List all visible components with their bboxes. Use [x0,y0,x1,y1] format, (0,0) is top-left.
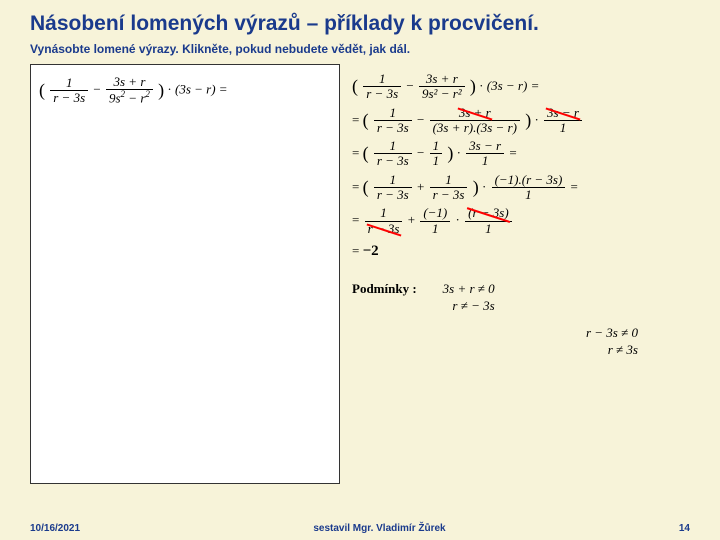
step-2: = ( 1r − 3s − 3s + r (3s + r).(3s − r) )… [352,106,678,136]
conditions-block-2: r − 3s ≠ 0 r ≠ 3s [352,325,678,359]
n: 3s − r [466,139,504,154]
footer-author: sestavil Mgr. Vladimír Žůrek [313,523,445,534]
frac-num: 1 [50,76,88,91]
step-3: = ( 1r − 3s − 11 ) · 3s − r1 = [352,139,678,169]
d: 1 [420,222,450,236]
strike: 3s + r [459,106,491,120]
minus: − [406,78,413,93]
page-subtitle: Vynásobte lomené výrazy. Klikněte, pokud… [30,42,690,56]
content-row: ( 1 r − 3s − 3s + r 9s2 − r2 ) · (3s − r… [30,64,690,484]
left-expression: ( 1 r − 3s − 3s + r 9s2 − r2 ) · (3s − r… [39,75,331,106]
dot: · [457,145,461,160]
n: 3s − r [544,106,582,121]
frac-num: 3s + r [106,75,153,90]
n: 1 [374,173,412,188]
minus: − [417,145,424,160]
n: (r − 3s) [465,206,512,221]
minus: − [417,111,424,126]
d: 1 [544,121,582,135]
n: (−1) [420,206,450,221]
eq: = [352,111,359,126]
strike: r − 3s [368,222,400,236]
n: 1 [374,139,412,154]
d: r − 3s [430,188,468,202]
txt: − r [125,91,145,106]
step-1: ( 1r − 3s − 3s + r9s² − r² ) · (3s − r) … [352,72,678,102]
n: 3s + r [419,72,465,87]
dot: · [534,111,538,126]
n: 3s + r [430,106,520,121]
conditions-block: Podmínky : 3s + r ≠ 0 r ≠ − 3s [352,281,678,315]
d: 1 [492,188,566,202]
d: (3s + r).(3s − r) [430,121,520,135]
txt: 9s [109,91,121,106]
eq: = [352,212,359,227]
dot: · [482,179,486,194]
dot: · [456,212,460,227]
eq: = [571,179,578,194]
dot: · [479,78,483,93]
eq: = [352,179,359,194]
d: r − 3s [374,121,412,135]
strike: (r − 3s) [468,206,509,220]
sup: 2 [145,89,150,99]
dot: · [167,81,171,96]
d: 1 [465,222,512,236]
d: r − 3s [374,154,412,168]
footer-page: 14 [679,523,690,534]
footer-date: 10/16/2021 [30,523,80,534]
d: 1 [430,154,443,168]
cond-2b: r ≠ 3s [608,342,638,357]
minus: − [93,81,100,96]
d: 1 [466,154,504,168]
n: 1 [430,139,443,154]
step-5: = 1 r − 3s + (−1)1 · (r − 3s) 1 [352,206,678,236]
tail: (3s − r) = [487,78,540,93]
conditions-label: Podmínky : [352,281,417,296]
tail: (3s − r) = [175,81,228,96]
n: 1 [363,72,401,87]
result: −2 [363,243,379,259]
cond-1a: 3s + r ≠ 0 [443,281,495,296]
cond-2a: r − 3s ≠ 0 [586,325,638,340]
eq: = [509,145,516,160]
page-title: Násobení lomených výrazů – příklady k pr… [30,12,690,36]
d: 9s² − r² [419,87,465,101]
eq: = [352,243,359,258]
d: r − 3s [365,222,403,236]
footer: 10/16/2021 sestavil Mgr. Vladimír Žůrek … [30,523,690,534]
eq: = [352,145,359,160]
cond-1b: r ≠ − 3s [452,298,494,313]
left-panel: ( 1 r − 3s − 3s + r 9s2 − r2 ) · (3s − r… [30,64,340,484]
d: r − 3s [363,87,401,101]
frac-den: r − 3s [50,91,88,105]
n: (−1).(r − 3s) [492,173,566,188]
n: 1 [430,173,468,188]
n: 1 [365,206,403,221]
strike: 3s − r [547,106,579,120]
frac-den: 9s2 − r2 [106,90,153,106]
right-panel: ( 1r − 3s − 3s + r9s² − r² ) · (3s − r) … [348,64,678,363]
n: 1 [374,106,412,121]
plus: + [417,179,424,194]
plus: + [408,212,415,227]
step-4: = ( 1r − 3s + 1r − 3s ) · (−1).(r − 3s)1… [352,173,678,203]
d: r − 3s [374,188,412,202]
step-6: = −2 [352,242,678,262]
